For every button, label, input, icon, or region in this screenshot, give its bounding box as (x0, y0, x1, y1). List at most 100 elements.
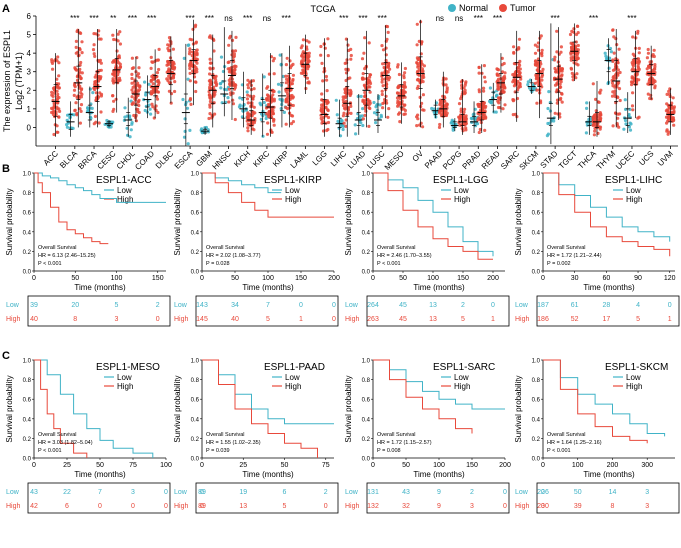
data-point (341, 103, 345, 108)
stats-line2: HR = 6.13 (2.46–15.25) (38, 253, 96, 259)
y-tick-label: 0.6 (532, 211, 541, 217)
data-point (570, 47, 574, 51)
risk-label-high: High (515, 316, 530, 323)
data-point (553, 83, 558, 87)
data-point (307, 40, 311, 44)
legend-high-label: High (626, 195, 642, 204)
data-point (227, 100, 231, 104)
y-tick-label: 0.2 (191, 437, 200, 443)
data-point (130, 56, 134, 60)
data-point (112, 107, 116, 111)
x-tick-label: PCPG (441, 149, 463, 171)
box-tumor-PCPG (457, 79, 468, 135)
data-point (173, 89, 177, 94)
data-point (665, 92, 669, 96)
risk-label-high: High (174, 316, 189, 323)
data-point (415, 61, 419, 65)
risk-high-value: 0 (164, 503, 168, 510)
data-point (648, 64, 652, 68)
data-point (134, 119, 138, 123)
y-tick-label: 0.2 (191, 250, 200, 256)
data-point (438, 101, 442, 105)
stats-line1: Overall Survival (38, 245, 77, 251)
y-tick-label: 0.8 (191, 378, 200, 384)
data-point (285, 97, 289, 101)
x-tick-label: BLCA (58, 149, 80, 171)
risk-label-low: Low (174, 302, 188, 309)
data-point (617, 81, 621, 85)
legend-high-label: High (117, 382, 133, 391)
data-point (451, 128, 455, 132)
data-point (193, 80, 198, 84)
data-point (78, 31, 82, 35)
data-point (535, 88, 539, 92)
data-point (137, 110, 141, 115)
box-tumor-SKCM (533, 30, 545, 119)
data-point (79, 109, 83, 113)
data-point (319, 116, 323, 120)
legend-high-label: High (285, 382, 301, 391)
data-point (636, 31, 640, 35)
data-point (416, 117, 420, 121)
data-point (494, 110, 498, 114)
y-tick-label: 0.8 (23, 191, 32, 197)
data-point (92, 31, 96, 36)
data-point (186, 43, 190, 48)
data-point (511, 45, 516, 49)
data-point (344, 124, 348, 128)
data-point (362, 102, 367, 106)
data-point (463, 107, 467, 111)
data-point (512, 51, 516, 55)
data-point (194, 40, 198, 44)
data-point (512, 79, 516, 83)
data-point (79, 60, 83, 65)
data-point (92, 52, 96, 56)
risk-high-value: 230 (537, 503, 549, 510)
data-point (545, 134, 550, 138)
data-point (615, 71, 619, 75)
x-axis-label: Time (months) (413, 470, 465, 479)
data-point (91, 48, 96, 52)
data-point (666, 115, 670, 119)
data-point (91, 91, 95, 95)
significance-label: *** (493, 14, 502, 23)
data-point (380, 89, 384, 93)
panel-title: ESPL1-SARC (433, 362, 495, 373)
data-point (324, 114, 328, 118)
y-tick-label: 6 (27, 12, 32, 21)
data-point (92, 43, 96, 47)
data-point (208, 105, 212, 109)
data-point (384, 94, 388, 98)
data-point (461, 129, 465, 133)
data-point (151, 88, 155, 92)
data-point (144, 91, 148, 95)
risk-high-value: 13 (239, 503, 247, 510)
data-point (238, 96, 242, 100)
risk-label-low: Low (345, 302, 359, 309)
data-point (570, 42, 575, 46)
data-point (479, 120, 483, 125)
data-point (532, 87, 536, 91)
data-point (51, 67, 55, 71)
data-point (511, 73, 515, 77)
data-point (637, 60, 641, 64)
data-point (74, 45, 78, 50)
data-point (672, 123, 676, 127)
risk-low-value: 45 (399, 302, 407, 309)
x-axis-label: Time (months) (413, 283, 465, 292)
km-curve-low (543, 359, 666, 437)
y-axis-label: Survival probability (344, 375, 353, 442)
data-point (386, 30, 390, 34)
data-point (96, 70, 100, 74)
data-point (55, 105, 59, 109)
data-point (156, 90, 160, 94)
data-point (614, 37, 618, 41)
data-point (126, 133, 130, 137)
data-point (147, 103, 151, 107)
data-point (137, 98, 141, 102)
data-point (519, 77, 523, 81)
data-point (482, 89, 486, 93)
data-point (381, 48, 386, 52)
data-point (242, 103, 246, 107)
box-tumor-BLCA (72, 28, 84, 128)
